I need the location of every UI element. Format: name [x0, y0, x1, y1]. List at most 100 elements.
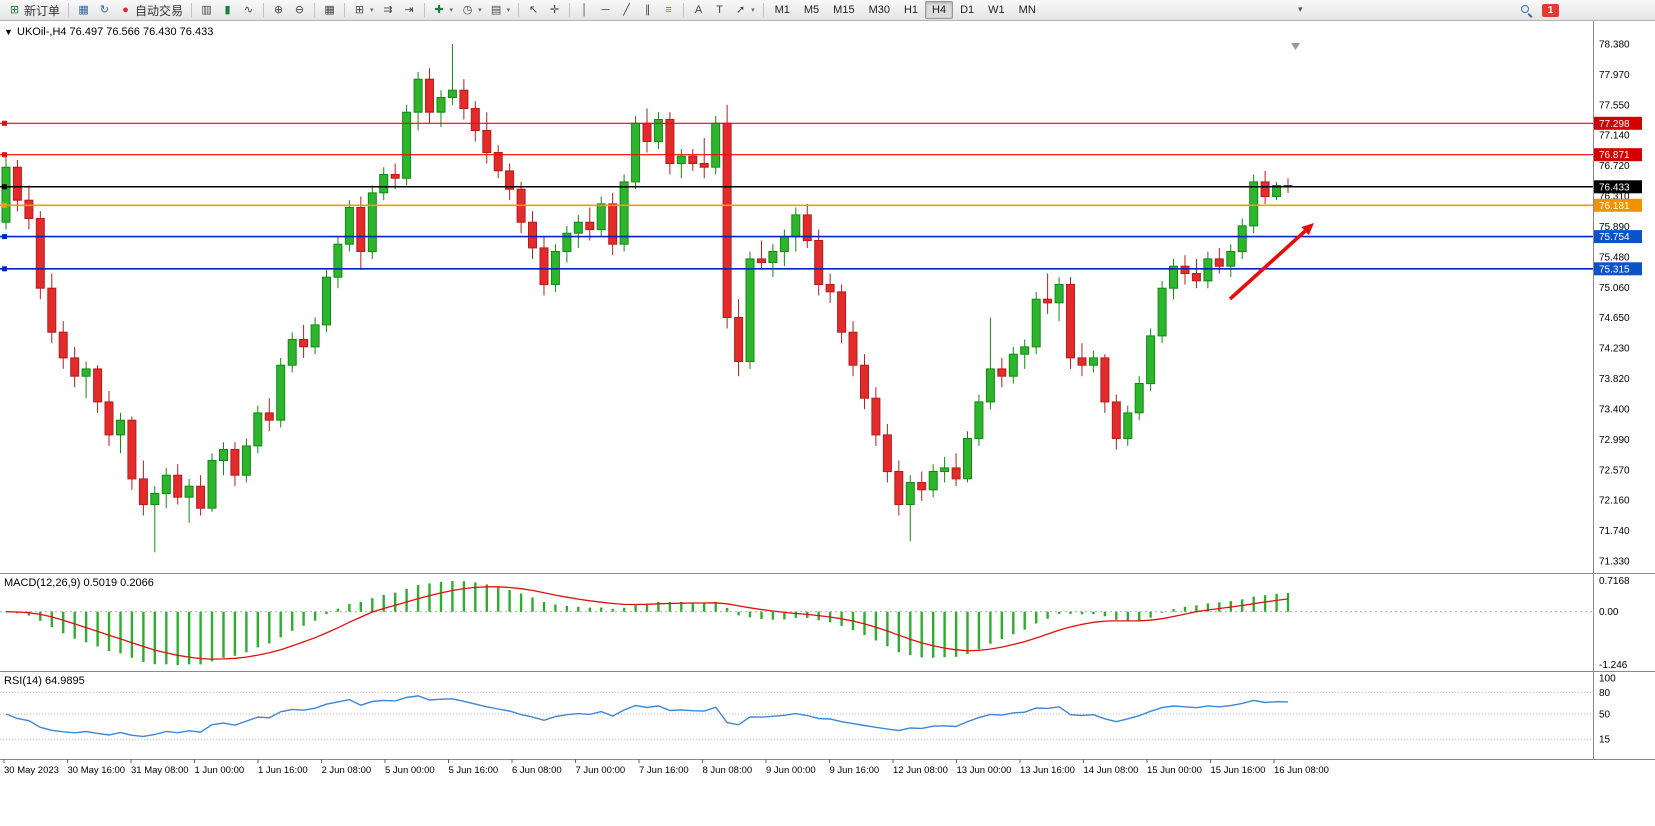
trend-arrow[interactable] [1228, 229, 1307, 301]
search-icon[interactable] [1519, 3, 1533, 17]
templates-button[interactable]: ▤ ▾ [486, 0, 515, 20]
time-axis-label: 1 Jun 16:00 [258, 765, 308, 776]
candle-body [1226, 251, 1236, 267]
autotrading-status-icon: ● [122, 4, 129, 16]
text-tool-button[interactable]: A [688, 0, 709, 20]
one-click-collapse-icon[interactable]: ▼ [4, 27, 13, 37]
candlestick-chart[interactable]: 78.380 77.970 77.550 77.140 76.720 76.310 75.8… [0, 21, 1655, 826]
vertical-line-button[interactable]: │ [574, 0, 595, 20]
crosshair-button[interactable]: ✛ [544, 0, 565, 20]
time-axis-label: 13 Jun 16:00 [1020, 765, 1075, 776]
resistance-line-2-anchor[interactable] [2, 152, 7, 158]
timeframe-h4-button[interactable]: H4 [925, 1, 954, 19]
line-chart-button[interactable]: ∿ [238, 0, 259, 20]
chart-shift-marker[interactable] [1291, 43, 1300, 50]
candle-body [974, 401, 984, 440]
current-price-line-anchor[interactable] [2, 184, 7, 190]
periods-button[interactable]: ◷ ▾ [457, 0, 486, 20]
candle-body [58, 331, 68, 359]
rsi-axis-label: 100 [1599, 674, 1616, 685]
timeframe-h1-button[interactable]: H1 [903, 4, 919, 16]
channel-button[interactable]: ∥ [637, 0, 658, 20]
candle-body [264, 412, 274, 421]
notification-badge[interactable]: 1 [1542, 3, 1559, 17]
candle-body [928, 471, 938, 491]
candle-body [81, 368, 91, 377]
candle-body [70, 357, 80, 377]
toolbar-overflow-chevron-icon[interactable]: ▾ [1298, 4, 1303, 14]
candle-body [1031, 298, 1041, 348]
candle-body [173, 474, 183, 498]
candle-body [734, 317, 744, 362]
price-axis-label: 76.720 [1599, 161, 1630, 172]
chevron-down-icon: ▾ [506, 7, 511, 14]
time-axis-label: 12 Jun 08:00 [893, 765, 948, 776]
candlestick-chart-icon: ▮ [224, 4, 231, 16]
candle-body [47, 287, 57, 333]
new-order-button[interactable]: ⊞ 新订单 [4, 0, 64, 20]
autotrading-button[interactable]: ● 自动交易 [115, 0, 187, 20]
current-price-line-price-badge-label: 76.433 [1599, 182, 1630, 193]
price-axis-label: 75.890 [1599, 222, 1630, 233]
cursor-button[interactable]: ↖ [523, 0, 544, 20]
clock-icon: ◷ [462, 4, 473, 16]
candle-body [619, 181, 629, 245]
candle-body [573, 221, 583, 234]
zoom-in-button[interactable]: ⊕ [268, 0, 289, 20]
time-axis-label: 15 Jun 00:00 [1147, 765, 1202, 776]
auto-scroll-icon: ⇉ [383, 4, 393, 16]
candle-body [379, 174, 389, 194]
candle-body [562, 232, 572, 252]
zoom-out-button[interactable]: ⊖ [289, 0, 310, 20]
timeframe-d1-button[interactable]: D1 [960, 4, 975, 16]
price-axis-label: 71.330 [1599, 557, 1630, 568]
bars-chart-button[interactable]: ▥ [196, 0, 217, 20]
timeframe-m5-button[interactable]: M5 [803, 4, 820, 16]
label-tool-button[interactable]: T [709, 0, 730, 20]
new-chart-button[interactable]: ⊞ ▾ [349, 0, 378, 20]
auto-scroll-button[interactable]: ⇉ [378, 0, 399, 20]
time-axis-label: 30 May 2023 [4, 765, 59, 776]
candle-body [150, 493, 160, 505]
channel-icon: ∥ [644, 4, 651, 16]
horizontal-line-button[interactable]: ─ [595, 0, 616, 20]
support-line-2-anchor[interactable] [2, 266, 7, 272]
timeframe-m15-button[interactable]: M15 [833, 4, 855, 16]
toolbar-right: 1 [1519, 3, 1559, 17]
candle-body [1146, 335, 1156, 385]
indicators-button[interactable]: ✚ ▾ [429, 0, 458, 20]
profiles-button[interactable]: ↻ [94, 0, 115, 20]
resistance-line-1-anchor[interactable] [2, 120, 7, 126]
candle-body [127, 419, 137, 480]
timeframe-mn-button[interactable]: MN [1018, 4, 1036, 16]
toolbar-separator [683, 3, 685, 17]
toolbar-separator [569, 3, 571, 17]
support-line-1-anchor[interactable] [2, 234, 7, 240]
pivot-line-anchor[interactable] [2, 202, 7, 208]
toolbar: ⊞ 新订单 ▦ ↻ ● 自动交易 ▥ ▮ ∿ ⊕ ⊖ ▦ ⊞ ▾ ⇉ ⇥ ✚ ▾ ◷ ▾ ▤ ▾ ↖ ✛ │ ─ ╱ ∥ ≡ A T ➚ ▾ M1… [0, 0, 1655, 21]
candle-body [585, 221, 595, 230]
market-watch-button[interactable]: ▦ [73, 0, 94, 20]
candle-body [882, 434, 892, 473]
resistance-line-1-price-badge [1594, 116, 1642, 130]
pivot-line-price-badge [1594, 198, 1642, 212]
candles-chart-button[interactable]: ▮ [217, 0, 238, 20]
text-icon: A [694, 4, 703, 16]
timeframe-m1-button[interactable]: M1 [774, 4, 790, 16]
label-icon: T [716, 4, 723, 16]
timeframe-m30-button[interactable]: M30 [868, 4, 890, 16]
candle-body [219, 449, 228, 461]
candle-body [1054, 284, 1064, 304]
candle-body [997, 368, 1007, 377]
arrows-tool-button[interactable]: ➚ ▾ [730, 0, 759, 20]
trendline-button[interactable]: ╱ [616, 0, 637, 20]
rsi-label: RSI(14) 64.9895 [4, 675, 85, 687]
candle-body [1134, 383, 1144, 414]
timeframe-w1-button[interactable]: W1 [988, 4, 1005, 16]
chart-shift-button[interactable]: ⇥ [399, 0, 420, 20]
fibonacci-button[interactable]: ≡ [658, 0, 679, 20]
crosshair-icon: ✛ [549, 4, 560, 16]
tile-windows-button[interactable]: ▦ [319, 0, 340, 20]
candle-body [745, 258, 755, 363]
time-axis-label: 6 Jun 08:00 [512, 765, 562, 776]
